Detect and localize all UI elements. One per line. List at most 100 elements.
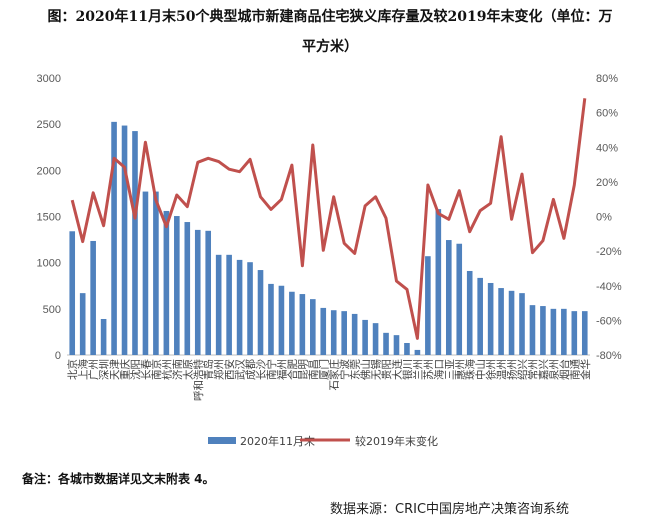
bar-武汉 <box>236 259 243 355</box>
x-tick-label: 无锡 <box>370 359 383 380</box>
bar-贵阳 <box>383 332 389 355</box>
x-tick-label: 苏州 <box>422 359 435 380</box>
x-tick-label: 惠州 <box>453 359 466 380</box>
x-tick-label: 烟台 <box>558 359 571 380</box>
x-tick-label: 兰州 <box>411 359 424 380</box>
x-tick-label: 绍兴 <box>516 359 529 380</box>
bar-呼和浩特 <box>194 229 201 355</box>
chart-title-line2: 平方米） <box>302 39 358 55</box>
x-tick-label: 重庆 <box>119 359 132 380</box>
bar-太原 <box>184 222 191 355</box>
right-axis-tick-label: 40% <box>596 142 618 154</box>
data-source: 数据来源：CRIC中国房地产决策咨询系统 <box>330 502 570 517</box>
bar-南通 <box>571 311 578 355</box>
left-axis-tick-label: 3000 <box>37 73 61 85</box>
bar-南宁 <box>268 283 274 355</box>
bar-南昌 <box>310 299 316 355</box>
x-tick-label: 温州 <box>496 359 508 380</box>
bar-沈阳 <box>132 131 138 355</box>
x-tick-label: 呼和浩特 <box>193 359 205 401</box>
x-tick-label: 济南 <box>171 359 184 380</box>
bar-嘉兴 <box>540 306 546 355</box>
bar-上海 <box>79 293 86 355</box>
bar-大连 <box>393 335 400 355</box>
x-tick-label: 宁波 <box>338 359 351 380</box>
left-axis-tick-label: 1000 <box>37 258 61 270</box>
left-axis-tick-label: 1500 <box>37 212 61 224</box>
right-axis-tick-label: -40% <box>596 281 622 293</box>
bar-长沙 <box>257 270 264 355</box>
x-tick-label: 天津 <box>109 359 121 380</box>
bar-扬州 <box>508 290 515 355</box>
x-tick-label: 沈阳 <box>129 359 142 380</box>
bar-天津 <box>111 121 117 355</box>
bar-常州 <box>529 305 536 355</box>
bar-苏州 <box>425 256 431 355</box>
bar-烟台 <box>561 308 567 355</box>
x-tick-label: 成都 <box>245 359 257 380</box>
x-tick-label: 杭州 <box>160 359 173 380</box>
x-tick-label: 石家庄 <box>328 359 341 391</box>
x-tick-label: 西安 <box>223 359 236 380</box>
bar-西安 <box>226 254 232 355</box>
bar-济南 <box>174 216 180 355</box>
x-tick-label: 珠海 <box>464 359 477 380</box>
bar-中山 <box>477 277 483 355</box>
bar-珠海 <box>466 270 473 355</box>
x-tick-label: 长春 <box>140 359 152 380</box>
x-tick-label: 金华 <box>579 359 592 380</box>
x-tick-label: 郑州 <box>213 359 226 380</box>
x-tick-label: 昆明 <box>297 359 309 380</box>
bar-青岛 <box>205 230 212 355</box>
left-axis-tick-label: 2000 <box>37 165 61 177</box>
x-tick-label: 南京 <box>150 359 163 380</box>
x-tick-label: 泉州 <box>547 359 560 380</box>
bar-无锡 <box>372 323 379 355</box>
bar-海口 <box>435 209 442 355</box>
bar-广州 <box>90 240 96 355</box>
x-tick-label: 合肥 <box>286 359 299 380</box>
x-tick-label: 贵阳 <box>380 359 393 380</box>
right-axis-tick-label: 0% <box>596 212 612 224</box>
x-tick-label: 深圳 <box>99 359 111 380</box>
bar-温州 <box>498 288 504 355</box>
bar-宁波 <box>341 311 347 355</box>
bar-兰州 <box>414 349 421 355</box>
bar-东莞 <box>351 313 358 355</box>
x-tick-label: 广州 <box>88 359 100 380</box>
legend-bar-swatch <box>208 437 236 444</box>
x-tick-label: 太原 <box>181 359 194 380</box>
bar-昆明 <box>299 294 306 355</box>
right-axis-tick-label: 60% <box>596 108 618 120</box>
right-axis-tick-label: -20% <box>596 246 622 258</box>
x-tick-label: 三亚 <box>444 359 456 380</box>
bar-杭州 <box>163 210 170 355</box>
bar-金华 <box>581 311 588 355</box>
x-tick-label: 大连 <box>390 359 403 380</box>
bar-重庆 <box>121 125 128 355</box>
right-axis-tick-label: 80% <box>596 73 618 85</box>
bar-郑州 <box>215 254 222 355</box>
left-axis-tick-label: 0 <box>55 350 61 362</box>
bar-徐州 <box>487 282 494 355</box>
left-axis-tick-label: 2500 <box>37 119 61 131</box>
left-axis-tick-label: 500 <box>43 304 61 316</box>
x-tick-label: 南昌 <box>307 359 320 380</box>
x-tick-label: 徐州 <box>485 359 498 380</box>
x-tick-label: 扬州 <box>506 359 519 380</box>
x-tick-label: 南通 <box>568 359 581 380</box>
x-tick-label: 常州 <box>526 359 539 380</box>
x-tick-label: 嘉兴 <box>537 359 550 380</box>
x-tick-label: 上海 <box>77 359 90 380</box>
bar-北京 <box>69 231 76 355</box>
bar-惠州 <box>456 243 463 355</box>
x-tick-label: 长沙 <box>256 359 268 380</box>
change-line <box>70 98 587 340</box>
right-axis-tick-label: 20% <box>596 177 618 189</box>
x-tick-label: 南宁 <box>265 359 278 380</box>
chart-title-line1: 图：2020年11月末50个典型城市新建商品住宅狭义库存量及较2019年末变化（… <box>47 9 613 25</box>
x-tick-label: 佛山 <box>359 359 372 380</box>
footnote: 备注：各城市数据详见文末附表 4。 <box>22 472 215 486</box>
